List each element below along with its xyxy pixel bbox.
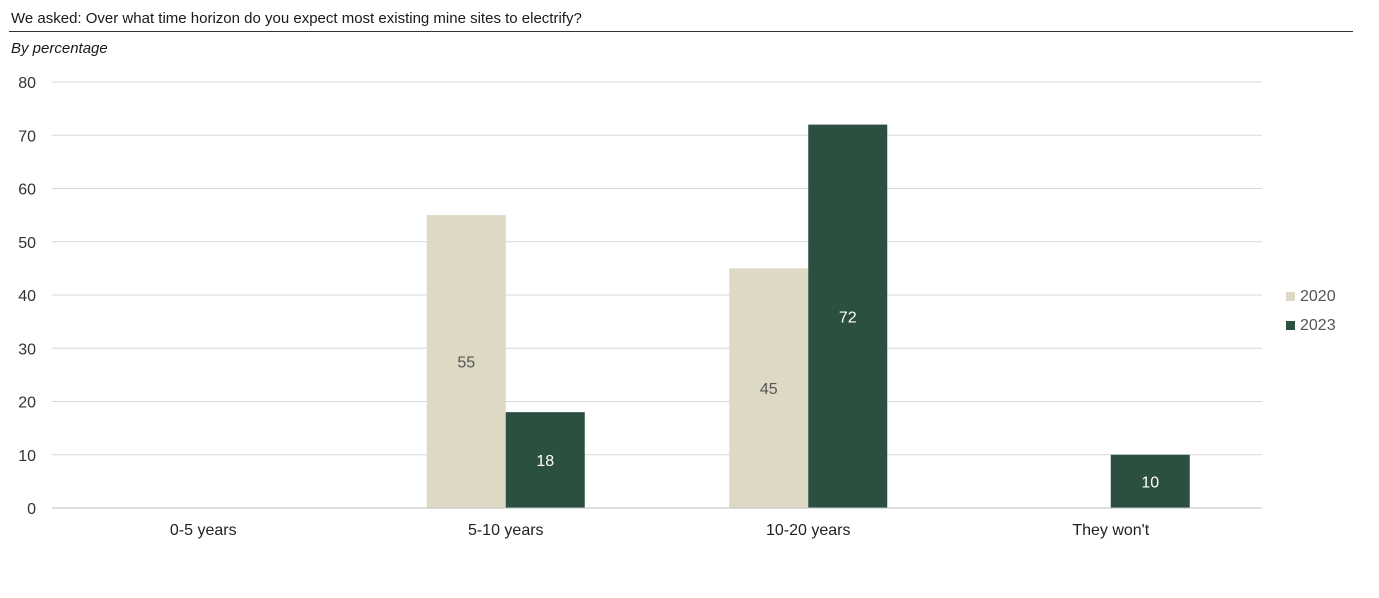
data-label: 55: [457, 355, 475, 372]
bar-2023-5-10-years: [505, 412, 585, 508]
y-tick-label: 60: [18, 182, 36, 199]
data-label: 10: [1141, 474, 1159, 491]
y-tick-label: 30: [18, 341, 36, 358]
y-tick-label: 10: [18, 448, 36, 465]
chart-subtitle: By percentage: [11, 40, 108, 57]
legend-swatch-2020: [1286, 292, 1295, 301]
data-labels: 55 18 45 72 10: [457, 309, 1159, 491]
legend: 2020 2023: [1286, 282, 1336, 340]
axes: 0 10 20 30 40 50 60 70 80 0-5 years 5-10 years 10-2…: [18, 75, 1262, 539]
y-tick-label: 50: [18, 235, 36, 252]
y-tick-label: 40: [18, 288, 36, 305]
y-tick-label: 0: [27, 501, 36, 518]
data-label: 45: [760, 381, 778, 398]
x-category-label: 5-10 years: [468, 522, 544, 539]
x-category-label: 0-5 years: [170, 522, 237, 539]
x-category-label: They won't: [1072, 522, 1149, 539]
legend-item-2020: 2020: [1286, 282, 1336, 311]
x-category-label: 10-20 years: [766, 522, 851, 539]
title-divider: [9, 31, 1353, 32]
legend-swatch-2023: [1286, 321, 1295, 330]
y-tick-label: 70: [18, 128, 36, 145]
data-label: 72: [839, 309, 857, 326]
bar-2023-10-20-years: [808, 124, 888, 508]
y-tick-label: 80: [18, 75, 36, 92]
legend-label-2023: 2023: [1300, 316, 1336, 334]
bars: [426, 124, 1190, 508]
legend-item-2023: 2023: [1286, 311, 1336, 340]
gridlines: [52, 81, 1262, 456]
bar-2020-5-10-years: [426, 215, 506, 508]
bar-2023-they-won-t: [1110, 454, 1190, 508]
y-tick-label: 20: [18, 395, 36, 412]
chart-title: We asked: Over what time horizon do you …: [11, 10, 582, 27]
data-label: 18: [536, 453, 554, 470]
bar-2020-10-20-years: [729, 268, 809, 508]
legend-label-2020: 2020: [1300, 287, 1336, 305]
